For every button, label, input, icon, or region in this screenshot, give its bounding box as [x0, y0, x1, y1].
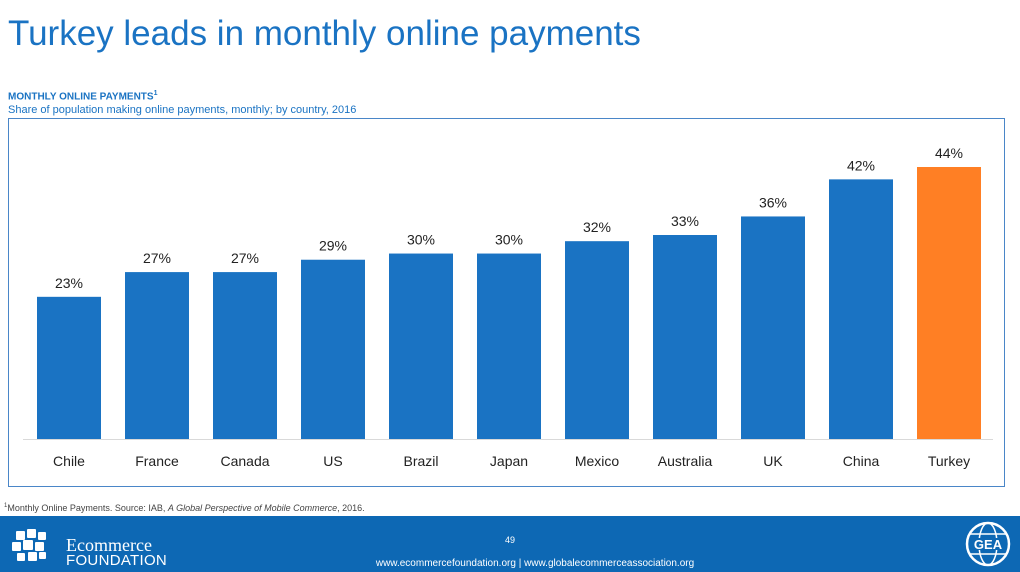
footnote-text: Monthly Online Payments. Source: IAB, [7, 503, 168, 513]
category-label-chile: Chile [53, 453, 85, 469]
logo-line-2: FOUNDATION [66, 552, 168, 569]
category-label-japan: Japan [490, 453, 528, 469]
data-label-france: 27% [143, 250, 171, 266]
data-label-chile: 23% [55, 275, 83, 291]
footer-links[interactable]: www.ecommercefoundation.org | www.global… [375, 558, 695, 569]
bar-brazil [389, 253, 453, 439]
data-label-australia: 33% [671, 213, 699, 229]
chart-frame: 23% Chile 27% France 27% Canada 29% US 30% Brazil… [8, 118, 1005, 487]
category-label-turkey: Turkey [928, 453, 970, 469]
footer-bar: Ecommerce FOUNDATION 49 www.ecommercefou… [0, 516, 1020, 572]
bar-turkey [917, 167, 981, 439]
gea-logo-text: GEA [974, 537, 1003, 552]
bar-france [125, 272, 189, 439]
data-label-japan: 30% [495, 232, 523, 248]
bar-us [301, 259, 365, 439]
category-label-australia: Australia [658, 453, 713, 469]
data-label-china: 42% [847, 157, 875, 173]
data-label-mexico: 32% [583, 219, 611, 235]
chart-subtitle: Share of population making online paymen… [8, 104, 357, 116]
bar-canada [213, 272, 277, 439]
bar-australia [653, 235, 717, 439]
category-label-brazil: Brazil [403, 453, 438, 469]
footnote: 1Monthly Online Payments. Source: IAB, A… [4, 503, 365, 513]
chart-heading: MONTHLY ONLINE PAYMENTS1 [8, 90, 157, 102]
ecommerce-foundation-logo[interactable]: Ecommerce FOUNDATION [8, 525, 168, 569]
bar-mexico [565, 241, 629, 439]
logo-line-1: Ecommerce [66, 535, 152, 555]
data-label-brazil: 30% [407, 232, 435, 248]
bar-china [829, 179, 893, 439]
chart-heading-footnote-mark: 1 [153, 90, 158, 97]
data-label-uk: 36% [759, 194, 787, 210]
bar-japan [477, 253, 541, 439]
category-label-france: France [135, 453, 179, 469]
gea-globe-logo[interactable]: GEA [964, 520, 1012, 568]
category-label-mexico: Mexico [575, 453, 620, 469]
page-number: 49 [504, 535, 515, 545]
data-label-turkey: 44% [935, 145, 963, 161]
data-label-canada: 27% [231, 250, 259, 266]
category-label-uk: UK [763, 453, 783, 469]
data-label-us: 29% [319, 238, 347, 254]
globe-cube-icon [12, 529, 46, 561]
footnote-mark: 1 [4, 503, 8, 509]
chart-heading-text: MONTHLY ONLINE PAYMENTS [8, 91, 154, 103]
bar-chile [37, 296, 101, 439]
category-label-canada: Canada [220, 453, 269, 469]
category-label-us: US [323, 453, 342, 469]
footnote-source-title: A Global Perspective of Mobile Commerce [167, 503, 338, 513]
bar-uk [741, 216, 805, 439]
page-title: Turkey leads in monthly online payments [8, 14, 641, 53]
bar-chart: 23% Chile 27% France 27% Canada 29% US 30% Brazil… [23, 145, 993, 469]
footnote-year: , 2016. [337, 503, 365, 513]
category-label-china: China [843, 453, 880, 469]
